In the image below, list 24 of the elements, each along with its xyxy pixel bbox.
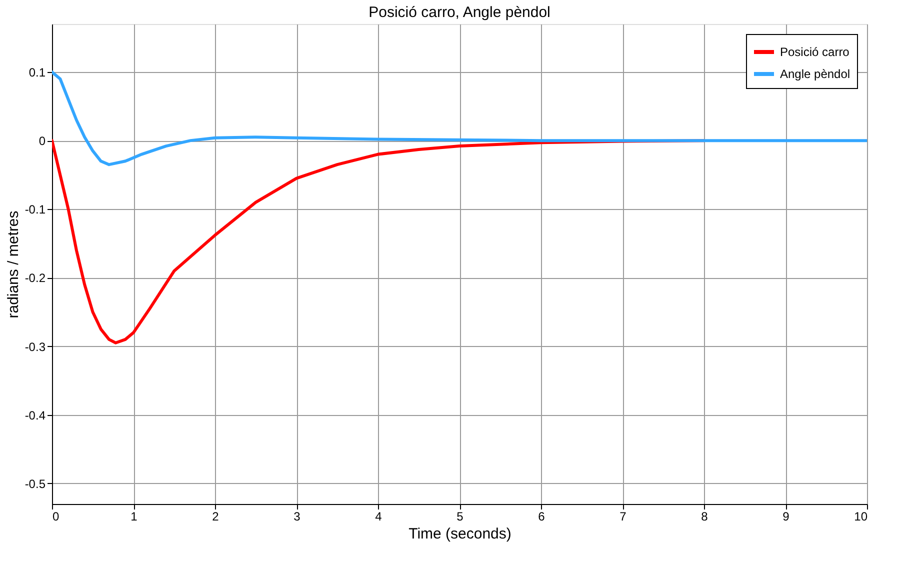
legend-label: Posició carro bbox=[780, 45, 850, 59]
x-tick-label: 2 bbox=[212, 510, 220, 524]
x-tick-label: 3 bbox=[294, 510, 301, 524]
x-tick-label: 5 bbox=[456, 510, 464, 524]
y-tick-label: 0 bbox=[38, 134, 46, 148]
y-tick-label: -0.5 bbox=[24, 476, 46, 491]
chart-title: Posició carro, Angle pèndol bbox=[368, 4, 550, 21]
line-series bbox=[52, 70, 867, 166]
y-tick-label: 0.1 bbox=[28, 66, 46, 80]
x-tick-label: 9 bbox=[782, 510, 790, 524]
x-tick-label: 4 bbox=[375, 510, 382, 524]
y-tick-label: -0.2 bbox=[24, 271, 46, 286]
x-tick-label: 6 bbox=[538, 510, 546, 524]
y-axis-title: radians / metres bbox=[4, 210, 22, 318]
y-tick-label: -0.3 bbox=[24, 340, 46, 354]
x-tick-label: 0 bbox=[52, 510, 60, 524]
x-axis-title: Time (seconds) bbox=[408, 526, 512, 542]
legend-label: Angle pèndol bbox=[780, 67, 850, 81]
x-tick-label: 10 bbox=[854, 510, 868, 524]
x-tick-label: 7 bbox=[620, 510, 627, 524]
x-tick-label: 8 bbox=[701, 510, 708, 524]
y-tick-label: -0.1 bbox=[24, 202, 46, 217]
x-tick-label: 1 bbox=[130, 510, 138, 524]
y-tick-label: -0.4 bbox=[24, 408, 46, 422]
